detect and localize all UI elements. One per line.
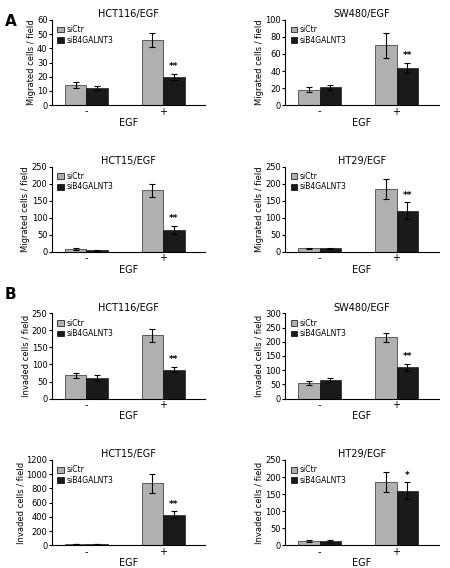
Bar [65, 544, 86, 545]
Bar [396, 68, 418, 105]
Y-axis label: Migrated cells / field: Migrated cells / field [27, 20, 36, 105]
X-axis label: EGF: EGF [119, 411, 138, 421]
Y-axis label: Invaded cells / field: Invaded cells / field [255, 462, 264, 544]
Bar [375, 337, 396, 399]
Bar [142, 336, 163, 399]
Bar [375, 45, 396, 105]
Y-axis label: Migrated cells / field: Migrated cells / field [22, 166, 31, 252]
Y-axis label: Invaded cells / field: Invaded cells / field [255, 315, 264, 397]
Title: HCT116/EGF: HCT116/EGF [98, 9, 159, 19]
Bar [320, 380, 341, 399]
Title: HT29/EGF: HT29/EGF [338, 156, 386, 166]
X-axis label: EGF: EGF [352, 558, 372, 568]
Y-axis label: Migrated cells / field: Migrated cells / field [255, 166, 264, 252]
Bar [65, 85, 86, 105]
Bar [320, 248, 341, 252]
Text: B: B [4, 287, 16, 302]
X-axis label: EGF: EGF [352, 265, 372, 275]
Legend: siCtr, siB4GALNT3: siCtr, siB4GALNT3 [55, 24, 115, 46]
X-axis label: EGF: EGF [119, 558, 138, 568]
Title: HT29/EGF: HT29/EGF [338, 449, 386, 459]
Bar [142, 190, 163, 252]
Text: **: ** [169, 214, 179, 223]
Bar [86, 250, 108, 252]
Bar [142, 40, 163, 105]
Text: A: A [4, 14, 16, 29]
Title: HCT15/EGF: HCT15/EGF [101, 156, 156, 166]
X-axis label: EGF: EGF [352, 118, 372, 128]
Bar [86, 544, 108, 545]
Bar [320, 87, 341, 105]
Text: *: * [405, 471, 410, 479]
Bar [375, 189, 396, 252]
Bar [163, 77, 184, 105]
Bar [375, 482, 396, 545]
Legend: siCtr, siB4GALNT3: siCtr, siB4GALNT3 [289, 24, 348, 46]
Title: HCT15/EGF: HCT15/EGF [101, 449, 156, 459]
Y-axis label: Invaded cells / field: Invaded cells / field [16, 462, 25, 544]
Bar [396, 367, 418, 399]
Legend: siCtr, siB4GALNT3: siCtr, siB4GALNT3 [289, 464, 348, 486]
Y-axis label: Migrated cells / field: Migrated cells / field [255, 20, 264, 105]
X-axis label: EGF: EGF [352, 411, 372, 421]
Bar [298, 248, 320, 252]
Text: **: ** [402, 191, 412, 200]
Title: SW480/EGF: SW480/EGF [333, 9, 390, 19]
Text: **: ** [169, 356, 179, 364]
Legend: siCtr, siB4GALNT3: siCtr, siB4GALNT3 [55, 170, 115, 193]
Legend: siCtr, siB4GALNT3: siCtr, siB4GALNT3 [289, 317, 348, 340]
Bar [163, 515, 184, 545]
Bar [396, 491, 418, 545]
Text: **: ** [402, 352, 412, 361]
Bar [320, 541, 341, 545]
Legend: siCtr, siB4GALNT3: siCtr, siB4GALNT3 [55, 464, 115, 486]
Bar [298, 383, 320, 399]
Y-axis label: Invaded cells / field: Invaded cells / field [22, 315, 31, 397]
Bar [65, 249, 86, 252]
Bar [142, 483, 163, 545]
Legend: siCtr, siB4GALNT3: siCtr, siB4GALNT3 [55, 317, 115, 340]
Bar [163, 370, 184, 399]
Bar [86, 378, 108, 399]
Text: **: ** [169, 500, 179, 508]
Title: SW480/EGF: SW480/EGF [333, 303, 390, 312]
Title: HCT116/EGF: HCT116/EGF [98, 303, 159, 312]
Legend: siCtr, siB4GALNT3: siCtr, siB4GALNT3 [289, 170, 348, 193]
X-axis label: EGF: EGF [119, 118, 138, 128]
Bar [396, 211, 418, 252]
Bar [163, 229, 184, 252]
Bar [65, 375, 86, 399]
Bar [86, 88, 108, 105]
Text: **: ** [169, 62, 179, 72]
Bar [298, 90, 320, 105]
X-axis label: EGF: EGF [119, 265, 138, 275]
Bar [298, 541, 320, 545]
Text: **: ** [402, 51, 412, 60]
